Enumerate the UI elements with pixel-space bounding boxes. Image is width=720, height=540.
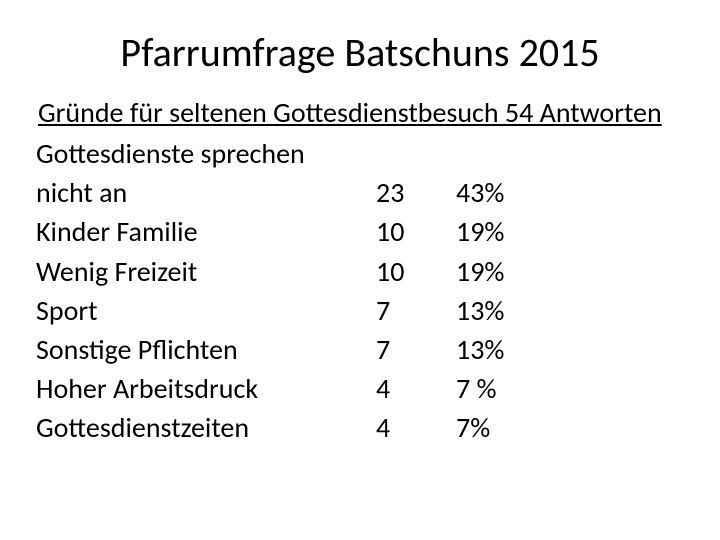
row-count: 4 — [366, 408, 446, 447]
row-percent: 13% — [446, 291, 546, 330]
row-count: 10 — [366, 252, 446, 291]
row-count: 7 — [366, 291, 446, 330]
row-percent: 7 % — [446, 369, 546, 408]
table-row: Wenig Freizeit 10 19% — [36, 252, 690, 291]
table-row: Sonstige Pflichten 7 13% — [36, 330, 690, 369]
row-label: Gottesdienste sprechen — [36, 134, 366, 173]
row-label: Kinder Familie — [36, 212, 366, 251]
row-label: Sport — [36, 291, 366, 330]
row-percent: 19% — [446, 212, 546, 251]
label-line-1: Gottesdienste sprechen — [36, 134, 366, 173]
row-label: Sonstige Pflichten — [36, 330, 366, 369]
row-label: Wenig Freizeit — [36, 252, 366, 291]
table-row: Kinder Familie 10 19% — [36, 212, 690, 251]
row-percent: 7% — [446, 408, 546, 447]
table-row: nicht an 23 43% — [36, 173, 690, 212]
row-label: nicht an — [36, 173, 366, 212]
table-row: Gottesdienste sprechen — [36, 134, 690, 173]
page-title: Pfarrumfrage Batschuns 2015 — [30, 28, 690, 77]
table-row: Hoher Arbeitsdruck 4 7 % — [36, 369, 690, 408]
row-count: 23 — [366, 173, 446, 212]
table-row: Gottesdienstzeiten 4 7% — [36, 408, 690, 447]
table-row: Sport 7 13% — [36, 291, 690, 330]
row-percent: 43% — [446, 173, 546, 212]
row-count: 4 — [366, 369, 446, 408]
row-label: Gottesdienstzeiten — [36, 408, 366, 447]
reasons-table: Gottesdienste sprechen nicht an 23 43% K… — [30, 134, 690, 448]
row-percent: 13% — [446, 330, 546, 369]
row-count: 10 — [366, 212, 446, 251]
section-subtitle: Gründe für seltenen Gottesdienstbesuch 5… — [30, 95, 690, 130]
row-count: 7 — [366, 330, 446, 369]
row-percent: 19% — [446, 252, 546, 291]
row-label: Hoher Arbeitsdruck — [36, 369, 366, 408]
